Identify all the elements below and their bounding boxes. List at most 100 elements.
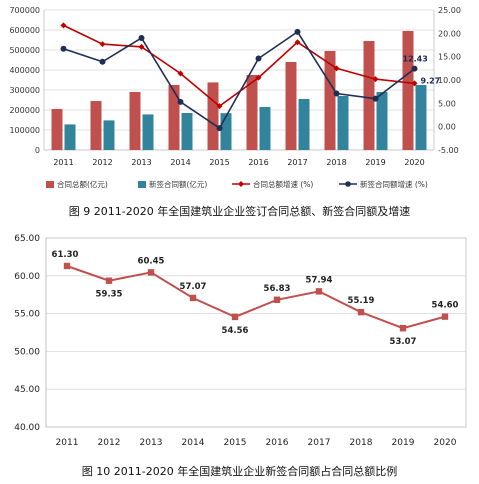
x-tick-label: 2016 [266, 438, 289, 448]
data-label: 9.27 [421, 76, 441, 85]
figure-caption: 图 9 2011-2020 年全国建筑业企业签订合同总额、新签合同额及增速 [69, 204, 410, 218]
new-growth-point [255, 55, 262, 62]
y-right-tick-label: 0.00 [438, 123, 456, 132]
ratio-point [441, 313, 449, 320]
legend-label: 新签合同额增速 (%) [360, 179, 428, 189]
x-tick-label: 2011 [53, 158, 73, 167]
total-growth-point [294, 39, 301, 46]
legend-label: 新签合同额(亿元) [149, 179, 207, 189]
bar-total-contract [207, 82, 219, 150]
new-growth-point [216, 125, 223, 132]
ratio-point [357, 308, 365, 316]
x-tick-label: 2020 [404, 158, 424, 167]
ratio-point [315, 288, 323, 295]
y-left-tick-label: 700000 [9, 6, 40, 15]
x-tick-label: 2014 [170, 158, 190, 167]
bar-total-contract [285, 62, 297, 150]
new-growth-point [294, 28, 301, 35]
bar-new-contract [181, 113, 193, 150]
ratio-point [105, 277, 113, 284]
y-right-tick-label: 20.00 [438, 29, 461, 38]
x-tick-label: 2018 [326, 158, 346, 167]
ratio-point [273, 296, 281, 303]
ratio-data-label: 53.07 [390, 337, 417, 347]
ratio-point [189, 294, 197, 302]
x-tick-label: 2012 [98, 438, 121, 448]
x-tick-label: 2020 [434, 438, 457, 448]
y-left-tick-label: 400000 [9, 66, 40, 75]
ratio-data-label: 54.56 [222, 326, 249, 336]
bar-new-contract [376, 92, 388, 150]
legend-swatch-new [138, 181, 146, 188]
total-growth-point [177, 70, 184, 77]
y-tick-label: 60.00 [14, 272, 40, 282]
new-growth-point [138, 35, 145, 41]
contract-amount-chart: 0 100000 200000 300000 400000 500000 600000 700… [9, 6, 461, 218]
total-growth-point [372, 76, 379, 83]
x-tick-label: 2011 [56, 438, 79, 448]
bar-new-contract [220, 113, 232, 150]
total-growth-point [255, 74, 262, 81]
bar-new-contract [415, 85, 427, 150]
new-growth-line [63, 30, 415, 130]
ratio-line [66, 265, 446, 330]
y-right-tick-label: 5.00 [438, 99, 456, 108]
ratio-data-label: 59.35 [96, 290, 123, 300]
new-growth-point [372, 95, 379, 102]
y-right-tick-label: 15.00 [438, 53, 461, 62]
y-left-tick-label: 600000 [9, 26, 40, 35]
ratio-point [399, 324, 407, 332]
ratio-data-label: 56.83 [264, 284, 291, 294]
x-tick-label: 2014 [182, 438, 205, 448]
legend-marker-new [345, 181, 351, 187]
total-growth-point [411, 80, 418, 87]
bar-total-contract [402, 31, 414, 150]
ratio-point [231, 313, 239, 321]
y-right-tick-label: 25.00 [438, 6, 461, 15]
y-tick-label: 55.00 [14, 310, 40, 320]
y-left-tick-label: 500000 [9, 46, 40, 55]
bar-total-contract [129, 92, 141, 150]
ratio-point [147, 269, 155, 276]
ratio-data-label: 57.94 [306, 275, 333, 285]
x-tick-label: 2017 [287, 158, 307, 167]
new-growth-point [60, 45, 67, 52]
x-tick-label: 2015 [224, 438, 247, 448]
data-label: 12.43 [403, 55, 428, 64]
bar-total-contract [90, 101, 102, 150]
total-growth-point [216, 103, 223, 110]
y-left-tick-label: 300000 [9, 86, 40, 95]
y-right-tick-label: 10.00 [438, 76, 461, 85]
bar-total-contract [246, 75, 258, 150]
y-tick-label: 40.00 [14, 423, 40, 433]
bar-total-contract [324, 51, 336, 150]
legend-label: 合同总额增速 (%) [253, 179, 313, 189]
bar-total-contract [363, 41, 375, 150]
ratio-data-label: 54.60 [432, 301, 459, 311]
x-tick-label: 2019 [365, 158, 385, 167]
total-growth-point [138, 43, 145, 50]
total-growth-point [99, 41, 106, 48]
x-tick-label: 2012 [92, 158, 112, 167]
y-right-tick-label: -5.00 [438, 146, 459, 155]
new-growth-point [333, 90, 340, 97]
total-growth-point [60, 22, 67, 29]
x-tick-label: 2018 [350, 438, 373, 448]
ratio-data-label: 55.19 [348, 296, 375, 306]
ratio-point [63, 262, 71, 270]
bar-new-contract [259, 107, 271, 150]
total-growth-point [333, 65, 340, 72]
figure-caption: 图 10 2011-2020 年全国建筑业企业新签合同额占合同总额比例 [82, 464, 397, 478]
legend-label: 合同总额(亿元) [57, 179, 108, 189]
new-growth-point [177, 98, 184, 105]
bar-new-contract [298, 99, 310, 150]
new-growth-point [411, 65, 418, 72]
ratio-chart: 40.00 45.00 50.00 55.00 60.00 65.00 61.30 59.35… [14, 234, 467, 478]
y-tick-label: 65.00 [14, 234, 40, 244]
legend-marker-total [238, 181, 244, 187]
x-tick-label: 2015 [209, 158, 229, 167]
x-tick-label: 2013 [140, 438, 163, 448]
y-left-tick-label: 0 [35, 146, 40, 155]
bar-new-contract [64, 124, 76, 150]
bar-new-contract [337, 96, 349, 150]
